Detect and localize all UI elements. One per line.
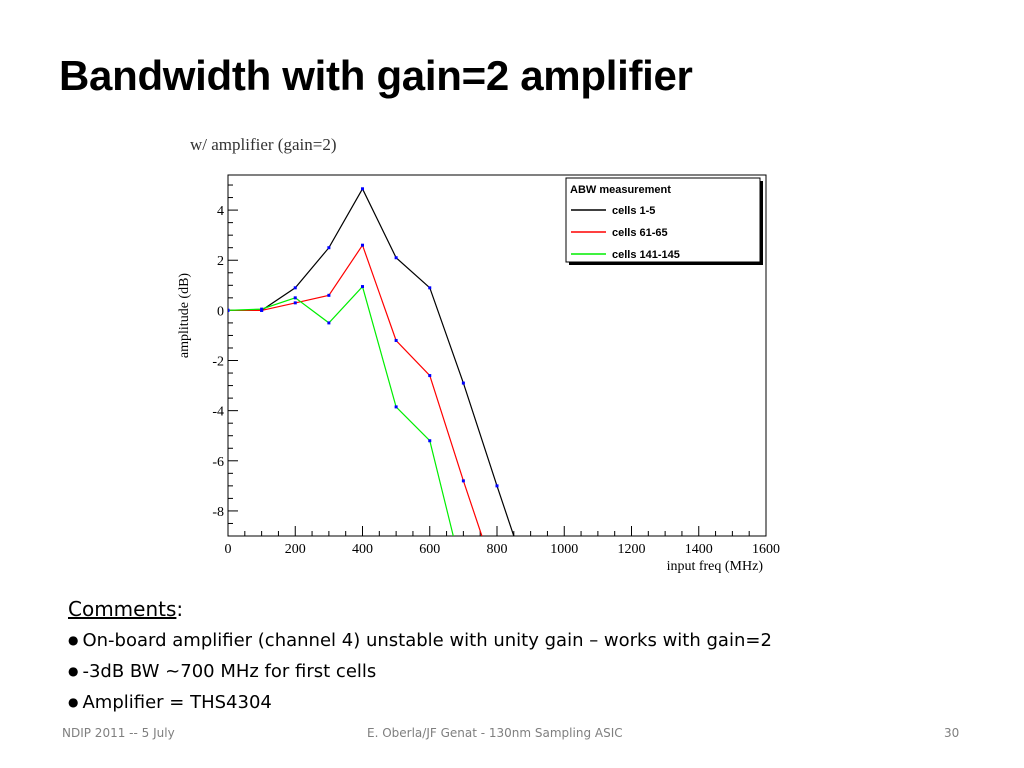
legend-entry: cells 1-5	[612, 205, 655, 217]
y-tick-label: 2	[217, 254, 224, 269]
data-point	[293, 296, 297, 300]
series-0	[228, 187, 515, 536]
comments-block: Comments: ● On-board amplifier (channel 4…	[68, 597, 968, 718]
y-tick-label: -4	[212, 405, 224, 420]
slide-title: Bandwidth with gain=2 amplifier	[59, 52, 693, 99]
footer-authors: E. Oberla/JF Genat - 130nm Sampling ASIC	[367, 726, 623, 740]
x-tick-label: 600	[419, 542, 440, 557]
legend-entry: cells 61-65	[612, 227, 668, 239]
comment-text: -3dB BW ~700 MHz for first cells	[82, 661, 377, 682]
data-point	[260, 307, 264, 311]
x-tick-label: 1200	[618, 542, 646, 557]
data-point	[495, 484, 499, 488]
x-tick-label: 1000	[550, 542, 578, 557]
bullet-icon: ●	[68, 633, 79, 647]
series-2	[228, 285, 454, 536]
x-axis-label: input freq (MHz)	[667, 559, 764, 574]
comments-heading-colon: :	[176, 597, 184, 621]
bullet-icon: ●	[68, 664, 79, 678]
y-tick-label: 4	[217, 204, 224, 219]
chart-title: w/ amplifier (gain=2)	[190, 135, 336, 154]
comment-text: Amplifier = THS4304	[82, 692, 272, 713]
x-tick-label: 1600	[752, 542, 780, 557]
data-point	[293, 286, 297, 290]
data-point	[428, 439, 432, 443]
data-point	[361, 187, 364, 191]
data-point	[461, 479, 465, 483]
data-point	[327, 321, 331, 325]
series-line	[228, 243, 483, 536]
data-point	[361, 285, 364, 289]
comments-list: ● On-board amplifier (channel 4) unstable…	[68, 625, 968, 718]
footer-page-number: 30	[944, 726, 960, 740]
y-axis-label: amplitude (dB)	[177, 273, 192, 358]
data-point	[461, 381, 465, 385]
x-tick-label: 1400	[685, 542, 713, 557]
comment-text: On-board amplifier (channel 4) unstable …	[82, 630, 772, 651]
data-point	[428, 374, 432, 378]
x-tick-label: 400	[352, 542, 373, 557]
y-tick-label: -2	[212, 355, 224, 370]
axis-ticks: 0 200 400 600 800 1000 1200 1400 1600 -8 -6 -4 -2 0 2 4	[212, 184, 780, 557]
data-point	[361, 243, 364, 247]
comment-item: ● Amplifier = THS4304	[68, 687, 968, 718]
x-tick-label: 200	[285, 542, 306, 557]
y-tick-label: 0	[217, 304, 224, 319]
data-point	[327, 293, 331, 297]
legend-title: ABW measurement	[570, 184, 671, 196]
data-point	[327, 246, 331, 250]
data-point	[394, 405, 398, 409]
series-1	[228, 243, 483, 536]
data-point	[228, 308, 230, 312]
series-line	[228, 285, 454, 536]
comments-heading: Comments:	[68, 597, 968, 621]
footer-conference: NDIP 2011 -- 5 July	[62, 726, 175, 740]
x-tick-label: 800	[487, 542, 508, 557]
data-point	[428, 286, 432, 290]
series-layer	[228, 187, 515, 536]
legend: ABW measurement cells 1-5 cells 61-65 cells…	[565, 177, 763, 265]
series-line	[228, 187, 515, 536]
comments-heading-text: Comments	[68, 597, 177, 621]
comment-item: ● -3dB BW ~700 MHz for first cells	[68, 656, 968, 687]
legend-entry: cells 141-145	[612, 249, 680, 261]
data-point	[293, 301, 297, 305]
data-point	[394, 338, 398, 342]
bullet-icon: ●	[68, 695, 79, 709]
y-tick-label: -8	[212, 505, 224, 520]
data-point	[394, 256, 398, 260]
comment-item: ● On-board amplifier (channel 4) unstable…	[68, 625, 968, 656]
x-tick-label: 0	[225, 542, 232, 557]
y-tick-label: -6	[212, 455, 224, 470]
bandwidth-chart: w/ amplifier (gain=2) 0 200 400 600 800 1000 1…	[177, 135, 780, 574]
